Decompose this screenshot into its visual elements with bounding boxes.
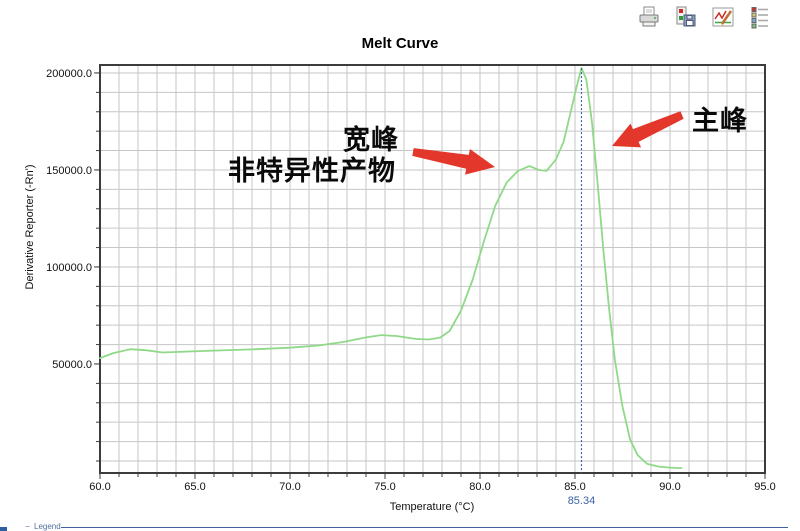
legend-list-icon[interactable]	[748, 5, 772, 29]
chart-title: Melt Curve	[361, 35, 439, 52]
svg-text:95.0: 95.0	[754, 481, 775, 493]
melt-curve-series	[99, 67, 683, 470]
broad-peak-label-line2: 非特异性产物	[228, 156, 396, 186]
print-icon-tray	[642, 21, 656, 27]
legend-panel-collapsed: − Legend	[0, 520, 800, 531]
legend-panel-label[interactable]: Legend	[34, 522, 61, 531]
svg-text:90.0: 90.0	[659, 481, 680, 493]
svg-text:100000.0: 100000.0	[46, 262, 92, 274]
edit-plot-icon[interactable]	[711, 5, 735, 29]
export-data-icon[interactable]	[674, 5, 698, 29]
edit-plot-icon-pencil	[720, 10, 733, 25]
svg-text:150000.0: 150000.0	[46, 165, 92, 177]
axis-tick-labels: 60.0 65.0 70.0 75.0 80.0 85.0 90.0 95.0 50000.0 1…	[46, 68, 776, 493]
svg-text:65.0: 65.0	[184, 481, 205, 493]
svg-text:80.0: 80.0	[469, 481, 490, 493]
broad-peak-arrow	[412, 148, 495, 175]
peak-marker-line: 85.34	[568, 68, 596, 507]
main-peak-arrow	[612, 111, 684, 148]
annotation-arrows	[412, 111, 684, 175]
legend-panel-rule	[61, 527, 788, 528]
x-axis-title: Temperature (°C)	[389, 501, 475, 513]
broad-peak-label-line1: 宽峰	[343, 125, 399, 155]
svg-text:85.34: 85.34	[568, 495, 596, 507]
chart-toolbar	[637, 5, 772, 29]
svg-text:60.0: 60.0	[89, 481, 110, 493]
main-peak-label: 主峰	[692, 106, 748, 136]
grid-lines	[100, 65, 765, 473]
print-icon[interactable]	[637, 5, 661, 29]
svg-text:70.0: 70.0	[279, 481, 300, 493]
svg-text:50000.0: 50000.0	[52, 359, 92, 371]
svg-text:200000.0: 200000.0	[46, 68, 92, 80]
svg-text:75.0: 75.0	[374, 481, 395, 493]
legend-collapse-toggle[interactable]: −	[25, 522, 30, 531]
axis-ticks	[94, 72, 766, 479]
svg-text:85.0: 85.0	[564, 481, 585, 493]
plot-border	[99, 64, 766, 474]
panel-corner-icon	[0, 527, 7, 531]
